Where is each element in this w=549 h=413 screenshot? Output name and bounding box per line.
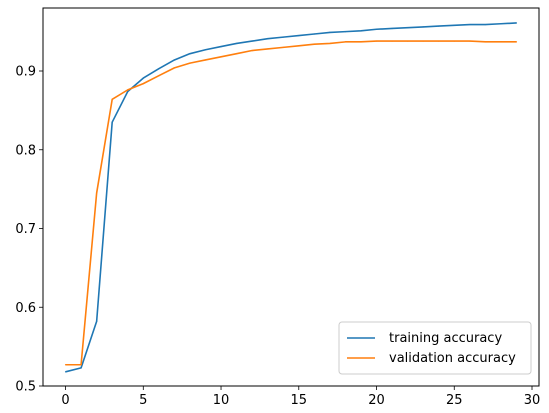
validation-data-point — [111, 98, 113, 100]
validation-data-point — [375, 40, 378, 42]
legend-box — [338, 321, 532, 375]
validation-data-point — [453, 40, 455, 42]
training-data-point — [282, 36, 284, 38]
training-data-point — [500, 23, 502, 25]
series-lines — [64, 22, 518, 373]
training-data-point — [267, 38, 269, 40]
training-data-point — [127, 90, 129, 93]
training-data-point — [313, 33, 315, 35]
x-tick-label: 15 — [291, 393, 308, 408]
y-tick-label: 0.7 — [15, 222, 36, 237]
training-data-point — [344, 31, 347, 33]
x-tick-label: 10 — [213, 393, 230, 408]
y-tick-label: 0.8 — [15, 143, 36, 158]
validation-data-point — [515, 41, 518, 43]
training-data-point — [158, 68, 160, 70]
training-data-point — [142, 77, 144, 79]
x-tick-label: 20 — [368, 393, 385, 408]
training-data-point — [469, 23, 471, 26]
training-data-point — [391, 27, 393, 30]
training-accuracy-line — [65, 22, 517, 373]
validation-data-point — [484, 41, 486, 43]
training-data-point — [360, 30, 362, 32]
y-axis-ticks: 0.5 0.6 0.7 0.8 0.9 — [15, 65, 43, 395]
training-data-point — [204, 49, 207, 51]
y-tick-label: 0.6 — [15, 301, 36, 316]
validation-data-point — [251, 49, 253, 52]
validation-data-point — [360, 41, 362, 43]
validation-data-point — [422, 40, 424, 42]
training-data-point — [484, 23, 486, 26]
training-data-point — [173, 59, 175, 61]
validation-data-point — [204, 59, 207, 61]
validation-data-point — [391, 40, 393, 42]
validation-data-point — [96, 192, 98, 194]
training-data-point — [375, 28, 378, 30]
legend-label-training: training accuracy — [389, 331, 502, 346]
training-data-point — [189, 53, 191, 55]
y-tick-label: 0.9 — [15, 65, 36, 80]
training-data-point — [111, 121, 113, 123]
validation-data-point — [80, 364, 82, 366]
validation-data-point — [344, 41, 347, 43]
validation-data-point — [298, 45, 300, 47]
x-tick-label: 25 — [446, 393, 463, 408]
validation-data-point — [64, 364, 67, 366]
x-tick-label: 30 — [524, 393, 541, 408]
training-data-point — [64, 371, 67, 373]
training-data-point — [453, 24, 455, 26]
training-data-point — [235, 42, 238, 45]
training-data-point — [329, 31, 331, 34]
x-tick-label: 0 — [61, 393, 69, 408]
validation-data-point — [127, 89, 129, 91]
legend: training accuracy validation accuracy — [338, 321, 532, 375]
validation-data-point — [267, 48, 269, 50]
validation-data-point — [313, 43, 315, 45]
validation-data-point — [220, 56, 222, 58]
validation-data-point — [189, 62, 191, 64]
validation-data-point — [282, 46, 284, 48]
training-data-point — [438, 25, 440, 27]
validation-accuracy-line — [65, 40, 517, 366]
training-data-point — [422, 26, 424, 28]
legend-label-validation: validation accuracy — [389, 351, 516, 366]
training-data-point — [298, 34, 300, 37]
training-data-point — [80, 367, 82, 369]
validation-data-point — [438, 40, 440, 42]
x-tick-label: 5 — [139, 393, 147, 408]
validation-data-point — [469, 40, 471, 42]
x-axis-ticks: 0 5 10 15 20 25 30 — [61, 386, 540, 408]
validation-data-point — [158, 75, 160, 77]
validation-data-point — [500, 41, 502, 43]
validation-data-point — [142, 83, 144, 85]
validation-data-point — [329, 42, 331, 45]
validation-data-point — [235, 53, 238, 55]
validation-data-point — [173, 67, 175, 69]
training-data-point — [96, 320, 98, 323]
training-data-point — [515, 22, 518, 24]
training-data-point — [407, 27, 409, 29]
training-data-point — [251, 40, 253, 42]
y-tick-label: 0.5 — [15, 380, 36, 395]
training-data-point — [220, 45, 222, 48]
validation-data-point — [407, 40, 409, 42]
